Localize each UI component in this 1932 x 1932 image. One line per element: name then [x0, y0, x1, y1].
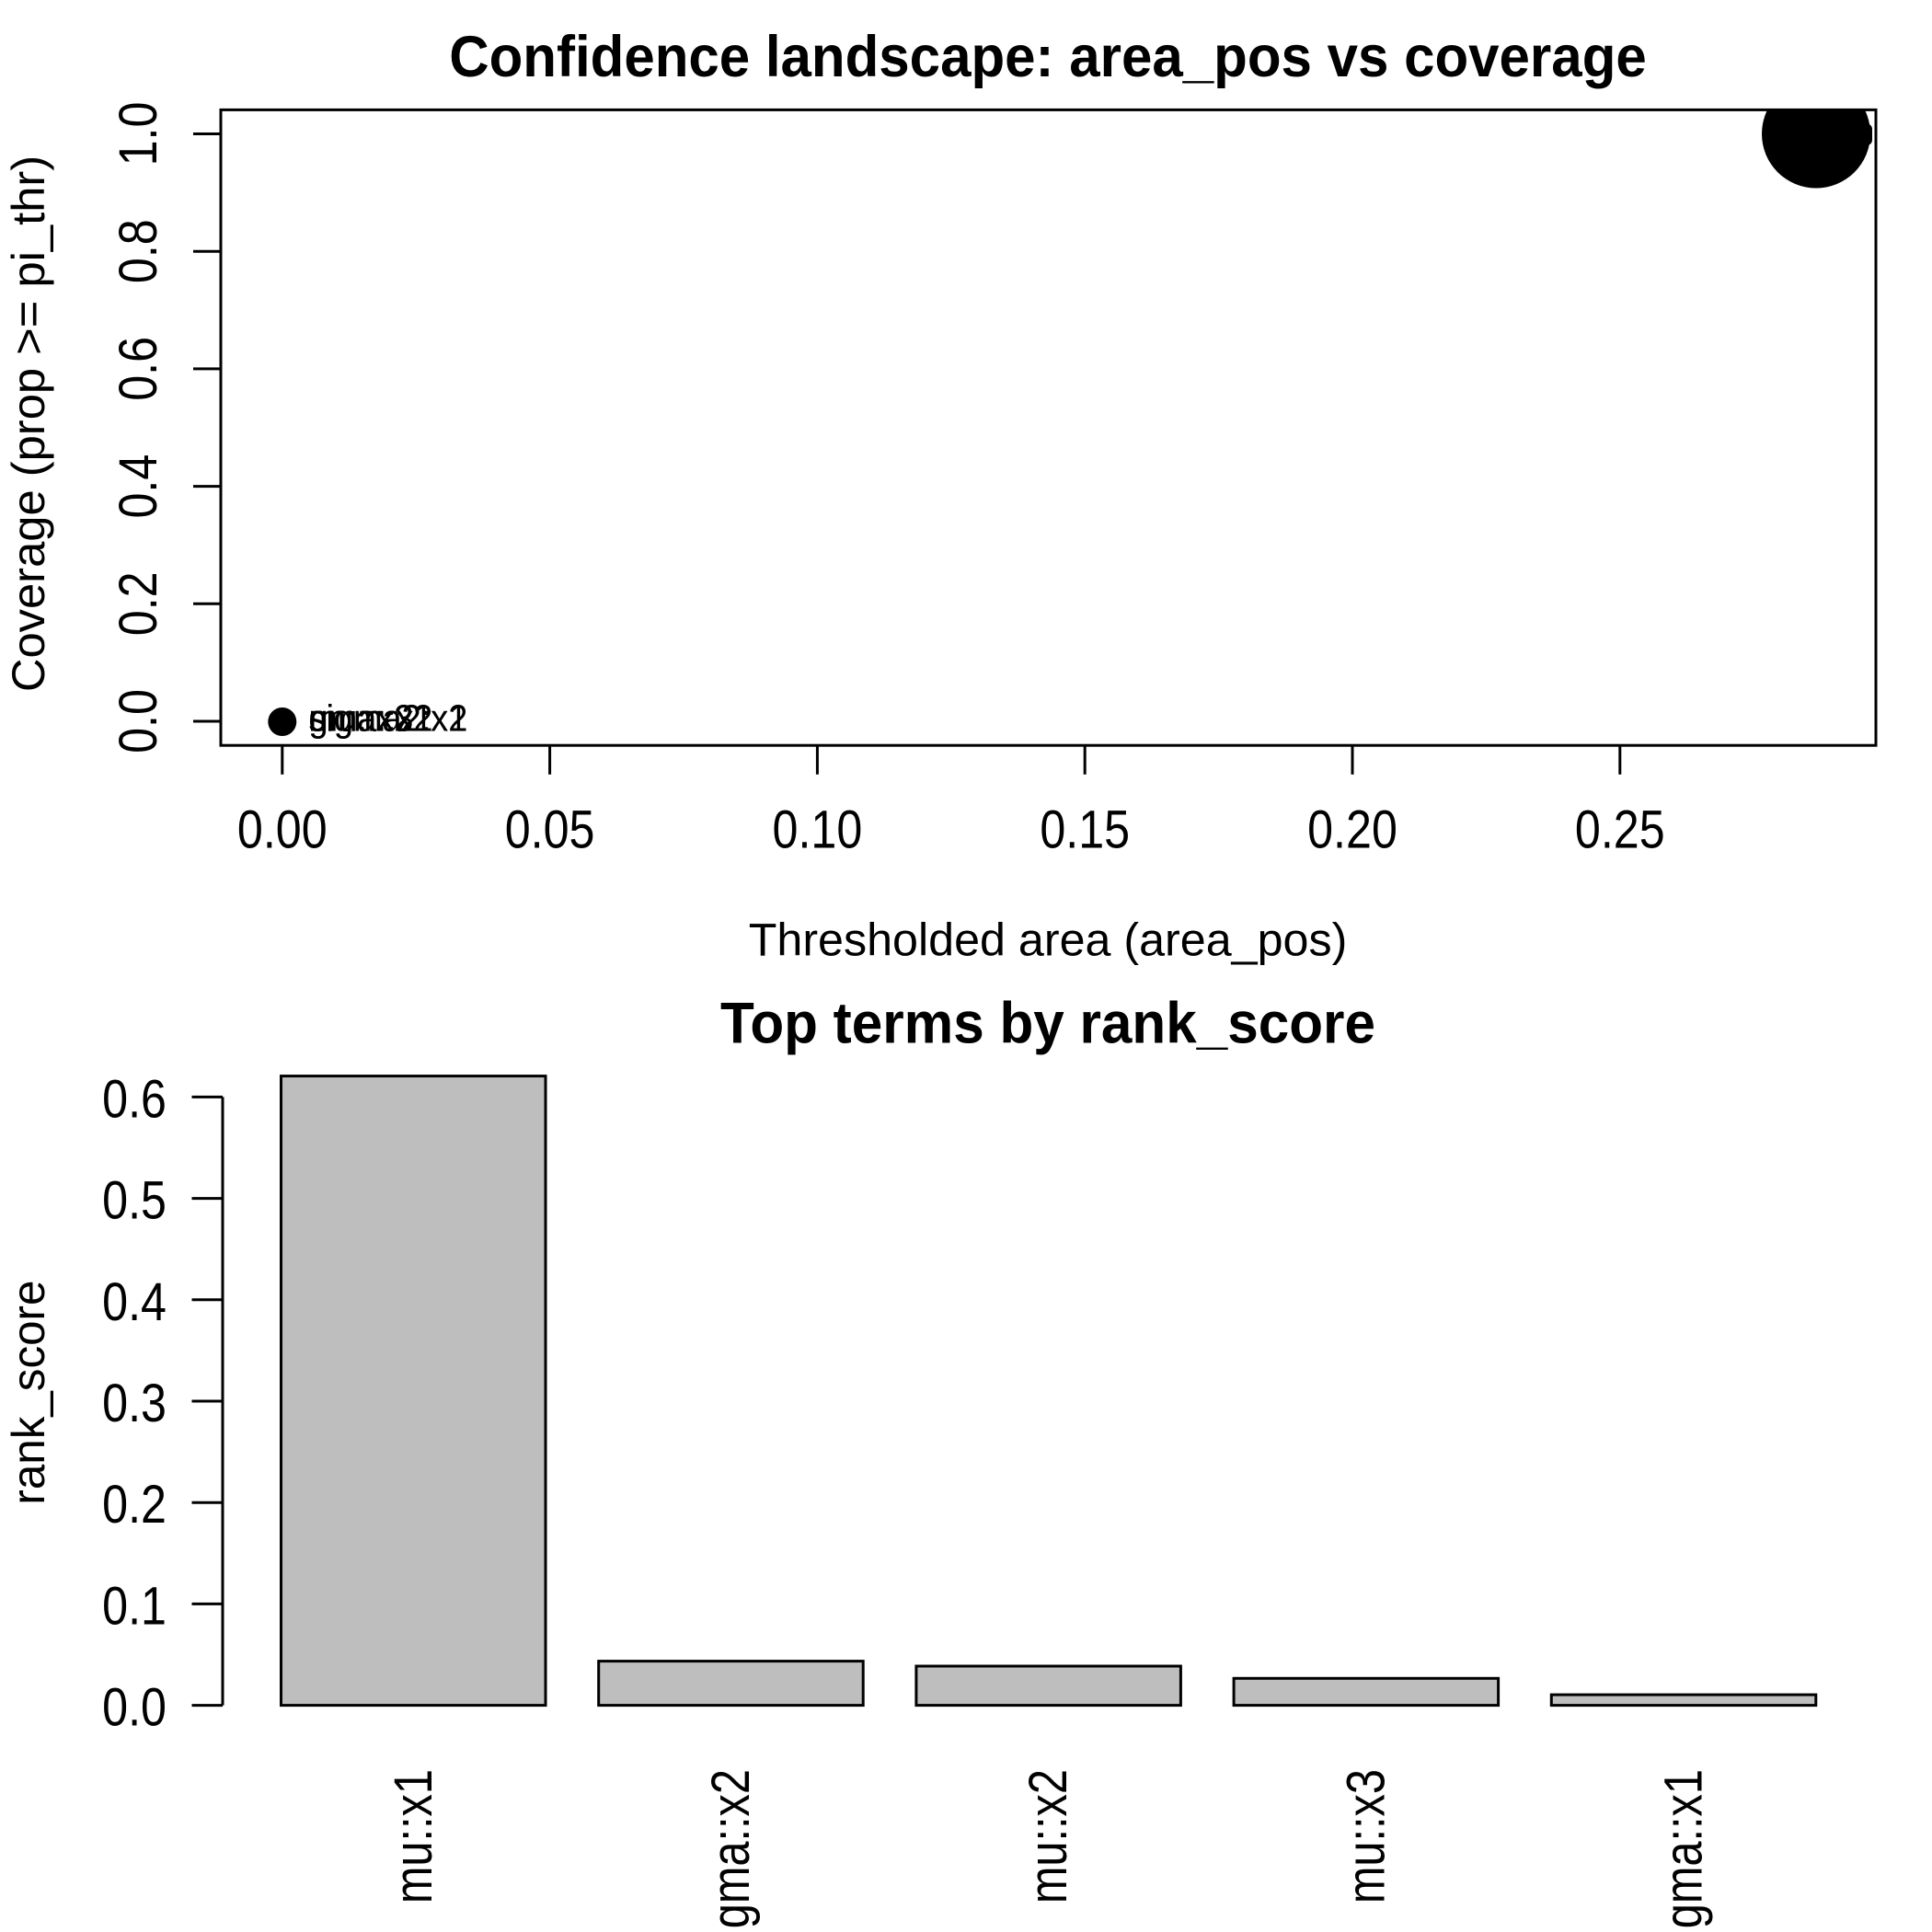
svg-text:0.25: 0.25 — [1575, 800, 1665, 859]
svg-text:sigma2:x1: sigma2:x1 — [309, 697, 468, 740]
svg-text:0.1: 0.1 — [102, 1577, 167, 1636]
svg-text:Top terms by rank_score: Top terms by rank_score — [720, 991, 1375, 1055]
svg-text:0.15: 0.15 — [1040, 800, 1130, 859]
svg-text:0.3: 0.3 — [102, 1374, 167, 1433]
svg-text:0.2: 0.2 — [102, 1476, 167, 1535]
svg-text:0.00: 0.00 — [237, 800, 328, 859]
svg-text:0.6: 0.6 — [109, 337, 168, 401]
svg-text:mu::x2: mu::x2 — [309, 697, 414, 740]
svg-text:gma::x1: gma::x1 — [309, 697, 433, 740]
svg-text:sigma2:x2: sigma2:x2 — [309, 697, 468, 740]
svg-text:0.10: 0.10 — [773, 800, 863, 859]
svg-text:0.4: 0.4 — [109, 454, 168, 519]
svg-text:0.20: 0.20 — [1307, 800, 1397, 859]
svg-text:0.2: 0.2 — [109, 571, 168, 636]
svg-text:Thresholded area (area_pos): Thresholded area (area_pos) — [749, 913, 1348, 965]
svg-text:0.05: 0.05 — [505, 800, 595, 859]
svg-text:Coverage (prop >= pi_thr): Coverage (prop >= pi_thr) — [2, 155, 54, 692]
svg-text:0.5: 0.5 — [102, 1171, 167, 1230]
svg-text:mu::x3: mu::x3 — [309, 697, 414, 740]
svg-text:mu::x1: mu::x1 — [385, 1769, 443, 1903]
svg-text:Confidence landscape: area_pos: Confidence landscape: area_pos vs covera… — [449, 25, 1647, 89]
svg-text:0.8: 0.8 — [109, 219, 168, 283]
svg-text:mu::x2: mu::x2 — [1019, 1769, 1078, 1903]
svg-text:mu::x3: mu::x3 — [1337, 1769, 1396, 1903]
svg-text:0.0: 0.0 — [102, 1678, 167, 1737]
svg-text:0.4: 0.4 — [102, 1272, 167, 1331]
svg-text:gma::x1: gma::x1 — [1655, 1769, 1714, 1928]
svg-text:gma::x2: gma::x2 — [309, 697, 433, 740]
svg-text:0.0: 0.0 — [109, 689, 168, 753]
svg-text:1.0: 1.0 — [109, 102, 168, 167]
svg-text:0.6: 0.6 — [102, 1070, 167, 1129]
svg-text:gma::x2: gma::x2 — [702, 1769, 761, 1928]
svg-text:rank_score: rank_score — [3, 1281, 55, 1505]
